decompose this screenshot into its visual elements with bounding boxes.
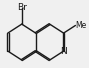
Text: Br: Br bbox=[17, 3, 27, 12]
Text: Me: Me bbox=[75, 21, 87, 30]
Text: N: N bbox=[60, 47, 67, 56]
